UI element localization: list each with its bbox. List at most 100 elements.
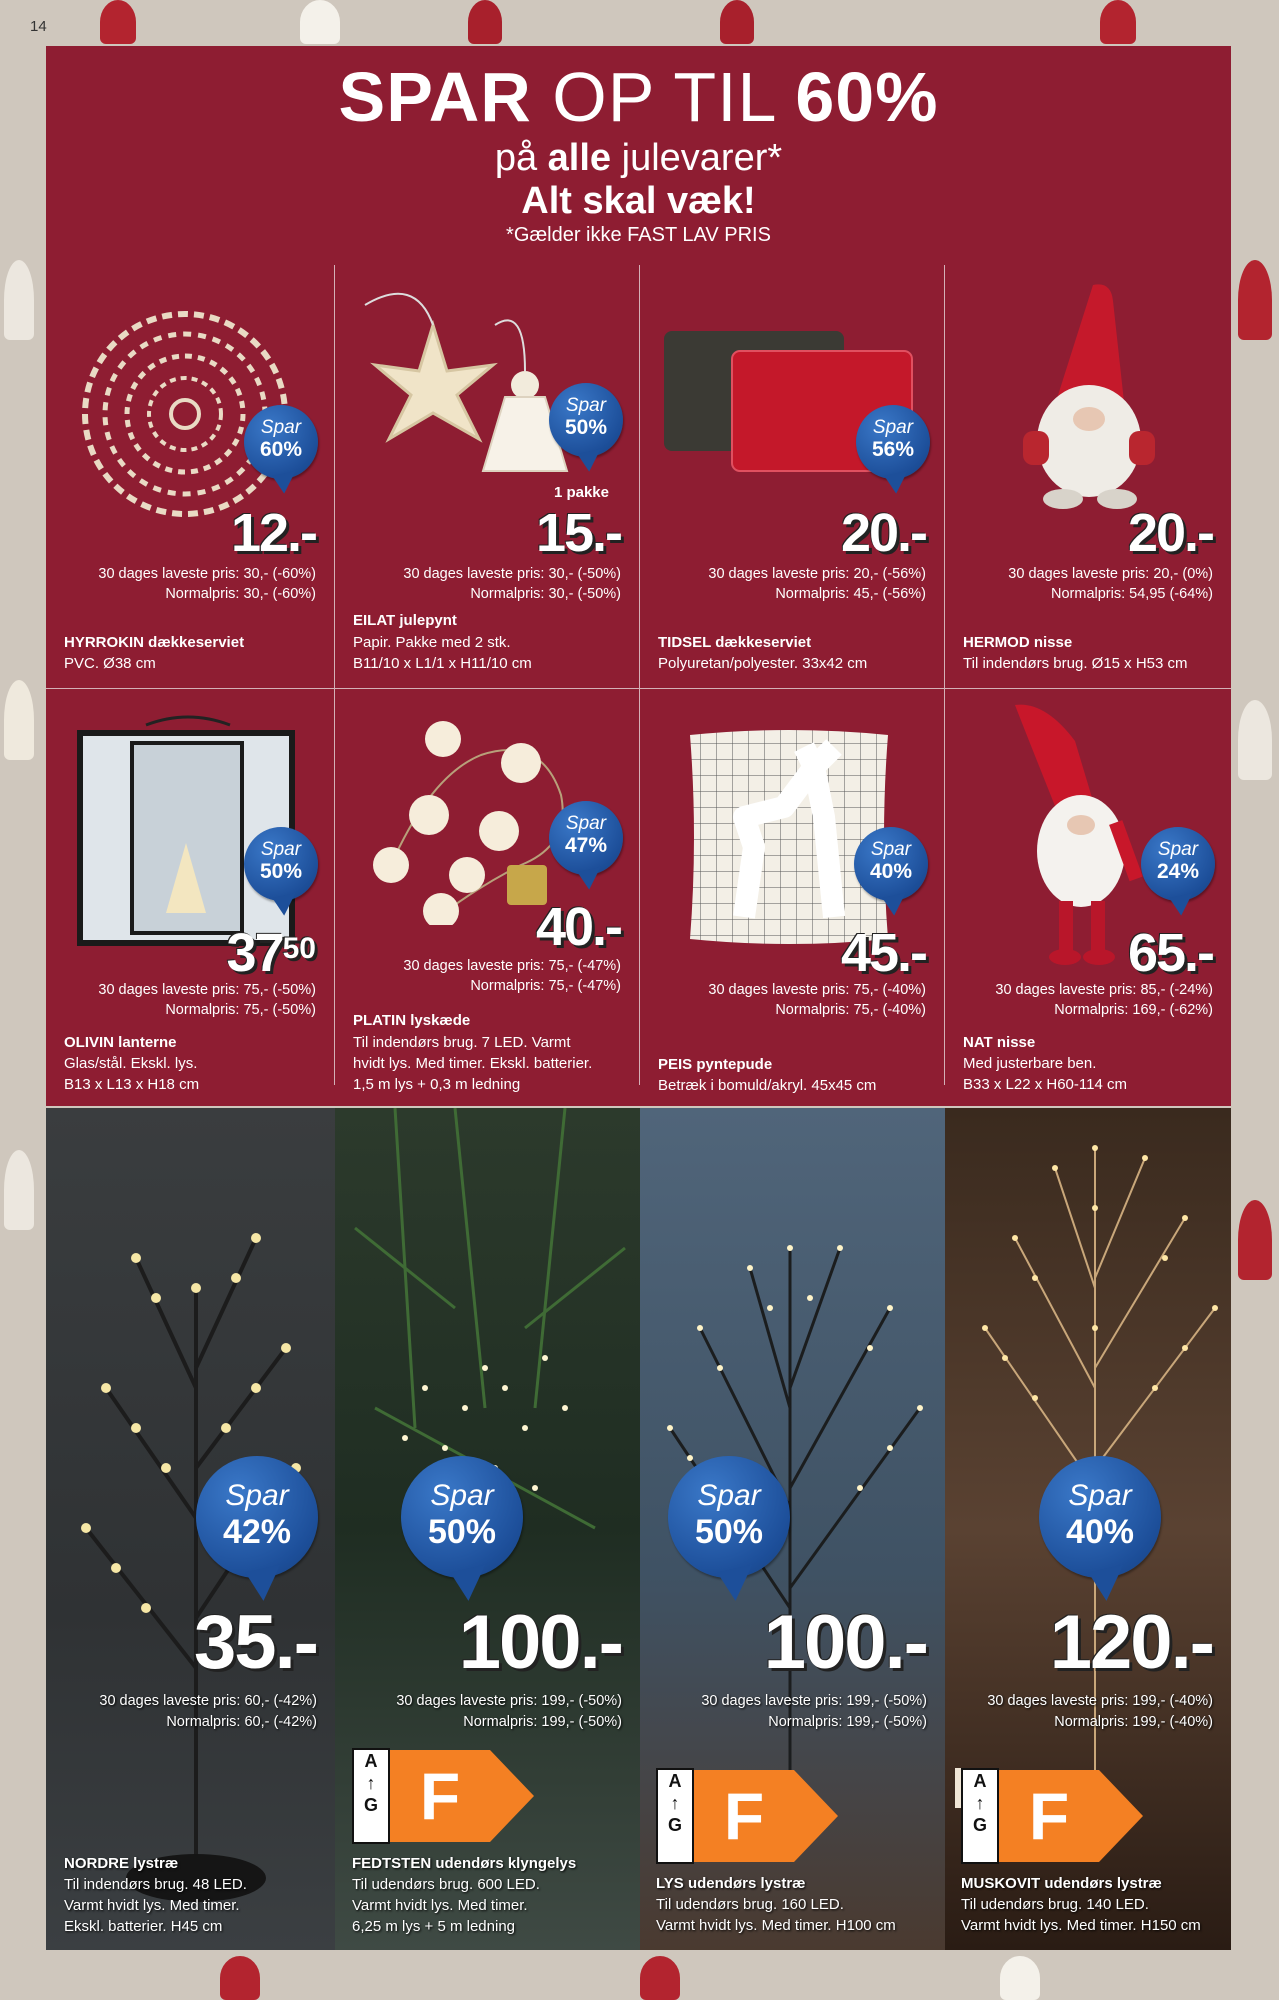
discount-badge: Spar 50% bbox=[668, 1456, 790, 1578]
lowest-price: 30 dages laveste pris: 60,- (-42%) bbox=[99, 1693, 317, 1709]
product-card-hyrrokin[interactable]: Spar 60% 12.- 30 dages laveste pris: 30,… bbox=[46, 265, 334, 688]
product-name: FEDTSTEN udendørs klyngelys bbox=[352, 1855, 577, 1872]
lowest-price: 30 dages laveste pris: 75,- (-50%) bbox=[98, 982, 316, 998]
lowest-price: 30 dages laveste pris: 30,- (-60%) bbox=[98, 566, 316, 582]
price: 65.- bbox=[1127, 923, 1215, 983]
product-card-nat[interactable]: Spar 24% 65.- 30 dages laveste pris: 85,… bbox=[945, 689, 1231, 1106]
grid-divider bbox=[639, 265, 640, 1085]
product-name: LYS udendørs lystræ bbox=[656, 1875, 806, 1892]
pine-cluster-lights-icon bbox=[354, 1108, 626, 1530]
lowest-price: 30 dages laveste pris: 199,- (-40%) bbox=[987, 1693, 1213, 1709]
price: 20.- bbox=[840, 503, 928, 563]
product-name: HYRROKIN dækkeserviet bbox=[64, 634, 245, 651]
discount-badge: Spar 56% bbox=[856, 405, 930, 479]
price: 100.- bbox=[458, 1600, 624, 1685]
price: 15.- bbox=[535, 503, 623, 563]
product-desc: Betræk i bomuld/akryl. 45x45 cm bbox=[658, 1077, 877, 1094]
headline: SPAR OP TIL 60% på alle julevarer* Alt s… bbox=[46, 58, 1231, 248]
normal-price: Normalpris: 199,- (-50%) bbox=[463, 1714, 622, 1730]
product-desc: Papir. Pakke med 2 stk. B11/10 x L1/1 x … bbox=[353, 634, 532, 672]
product-name: PLATIN lyskæde bbox=[353, 1012, 471, 1029]
lowest-price: 30 dages laveste pris: 20,- (-56%) bbox=[708, 566, 926, 582]
grid-divider bbox=[944, 265, 945, 1085]
discount-badge: Spar 24% bbox=[1141, 827, 1215, 901]
normal-price: Normalpris: 169,- (-62%) bbox=[1054, 1002, 1213, 1018]
price: 35.- bbox=[194, 1600, 319, 1685]
product-card-platin[interactable]: Spar 47% 40.- 30 dages laveste pris: 75,… bbox=[335, 689, 639, 1106]
gnome-icon bbox=[1013, 281, 1163, 511]
product-desc: PVC. Ø38 cm bbox=[64, 655, 156, 672]
product-name: MUSKOVIT udendørs lystræ bbox=[961, 1875, 1162, 1892]
discount-badge: Spar 60% bbox=[244, 405, 318, 479]
product-desc: Med justerbare ben. B33 x L22 x H60-114 … bbox=[963, 1055, 1127, 1093]
product-name: EILAT julepynt bbox=[353, 612, 457, 629]
lowest-price: 30 dages laveste pris: 199,- (-50%) bbox=[701, 1693, 927, 1709]
discount-badge: Spar 50% bbox=[244, 827, 318, 901]
headline-sub: på alle julevarer* bbox=[494, 137, 783, 179]
price: 3750 bbox=[226, 923, 316, 983]
product-name: PEIS pyntepude bbox=[658, 1056, 773, 1073]
lowest-price: 30 dages laveste pris: 30,- (-50%) bbox=[403, 566, 621, 582]
discount-badge: Spar 40% bbox=[854, 827, 928, 901]
product-card-muskovit[interactable]: Spar 40% 120.- 30 dages laveste pris: 19… bbox=[945, 1108, 1231, 1950]
product-card-peis[interactable]: Spar 40% 45.- 30 dages laveste pris: 75,… bbox=[640, 689, 944, 1106]
product-desc: Til indendørs brug. Ø15 x H53 cm bbox=[963, 655, 1188, 672]
product-card-eilat[interactable]: Spar 50% 1 pakke 15.- 30 dages laveste p… bbox=[335, 265, 639, 688]
price: 12.- bbox=[230, 503, 318, 563]
pack-label: 1 pakke bbox=[553, 484, 609, 501]
normal-price: Normalpris: 199,- (-50%) bbox=[768, 1714, 927, 1730]
product-desc: Til udendørs brug. 160 LED. Varmt hvidt … bbox=[656, 1896, 896, 1934]
product-desc: Til udendørs brug. 600 LED. Varmt hvidt … bbox=[352, 1876, 540, 1935]
price: 100.- bbox=[763, 1600, 929, 1685]
product-name: NAT nisse bbox=[963, 1034, 1036, 1051]
lowest-price: 30 dages laveste pris: 75,- (-47%) bbox=[403, 958, 621, 974]
lowest-price: 30 dages laveste pris: 75,- (-40%) bbox=[708, 982, 926, 998]
product-name: TIDSEL dækkeserviet bbox=[658, 634, 812, 651]
product-card-tidsel[interactable]: Spar 56% 20.- 30 dages laveste pris: 20,… bbox=[640, 265, 944, 688]
page-number: 14 bbox=[30, 18, 47, 35]
energy-label: A ↑ G F bbox=[352, 1748, 534, 1844]
light-tree-icon bbox=[667, 1245, 923, 1828]
normal-price: Normalpris: 45,- (-56%) bbox=[775, 586, 926, 602]
light-chain-icon bbox=[371, 715, 601, 929]
normal-price: Normalpris: 30,- (-50%) bbox=[470, 586, 621, 602]
normal-price: Normalpris: 75,- (-47%) bbox=[470, 978, 621, 994]
product-desc: Til udendørs brug. 140 LED. Varmt hvidt … bbox=[961, 1896, 1201, 1934]
product-desc: Glas/stål. Ekskl. lys. B13 x L13 x H18 c… bbox=[64, 1055, 200, 1093]
product-card-fedtsten[interactable]: Spar 50% 100.- 30 dages laveste pris: 19… bbox=[335, 1108, 640, 1950]
product-desc: Til indendørs brug. 48 LED. Varmt hvidt … bbox=[64, 1876, 247, 1935]
star-angel-ornament-icon bbox=[355, 285, 585, 495]
discount-badge: Spar 50% bbox=[401, 1456, 523, 1578]
normal-price: Normalpris: 75,- (-50%) bbox=[165, 1002, 316, 1018]
lowest-price: 30 dages laveste pris: 199,- (-50%) bbox=[396, 1693, 622, 1709]
reindeer-cushion-icon bbox=[684, 727, 894, 947]
product-card-olivin[interactable]: Spar 50% 3750 30 dages laveste pris: 75,… bbox=[46, 689, 334, 1106]
discount-badge: Spar 42% bbox=[196, 1456, 318, 1578]
price: 45.- bbox=[840, 923, 928, 983]
energy-class: F bbox=[694, 1770, 794, 1862]
energy-label: A ↑ G F bbox=[656, 1768, 838, 1864]
product-card-lys[interactable]: Spar 50% 100.- 30 dages laveste pris: 19… bbox=[640, 1108, 945, 1950]
lowest-price: 30 dages laveste pris: 85,- (-24%) bbox=[995, 982, 1213, 998]
headline-main: SPAR OP TIL 60% bbox=[338, 58, 939, 136]
product-name: NORDRE lystræ bbox=[64, 1855, 179, 1872]
gnome-legs-icon bbox=[1015, 701, 1155, 967]
lantern-icon bbox=[76, 713, 300, 953]
product-desc: Polyuretan/polyester. 33x42 cm bbox=[658, 655, 868, 672]
energy-class: F bbox=[999, 1770, 1099, 1862]
product-card-hermod[interactable]: 20.- 30 dages laveste pris: 20,- (0%) No… bbox=[945, 265, 1231, 688]
product-card-nordre[interactable]: Spar 42% 35.- 30 dages laveste pris: 60,… bbox=[46, 1108, 335, 1950]
price: 20.- bbox=[1127, 503, 1215, 563]
grid-divider bbox=[46, 688, 1231, 689]
energy-class: F bbox=[390, 1750, 490, 1842]
price: 40.- bbox=[535, 897, 623, 957]
normal-price: Normalpris: 60,- (-42%) bbox=[166, 1714, 317, 1730]
discount-badge: Spar 47% bbox=[549, 801, 623, 875]
headline-slogan: Alt skal væk! bbox=[521, 180, 756, 222]
normal-price: Normalpris: 54,95 (-64%) bbox=[1051, 586, 1213, 602]
normal-price: Normalpris: 199,- (-40%) bbox=[1054, 1714, 1213, 1730]
light-tree-icon bbox=[955, 1145, 1218, 1828]
product-name: OLIVIN lanterne bbox=[64, 1034, 177, 1051]
normal-price: Normalpris: 75,- (-40%) bbox=[775, 1002, 926, 1018]
product-name: HERMOD nisse bbox=[963, 634, 1073, 651]
